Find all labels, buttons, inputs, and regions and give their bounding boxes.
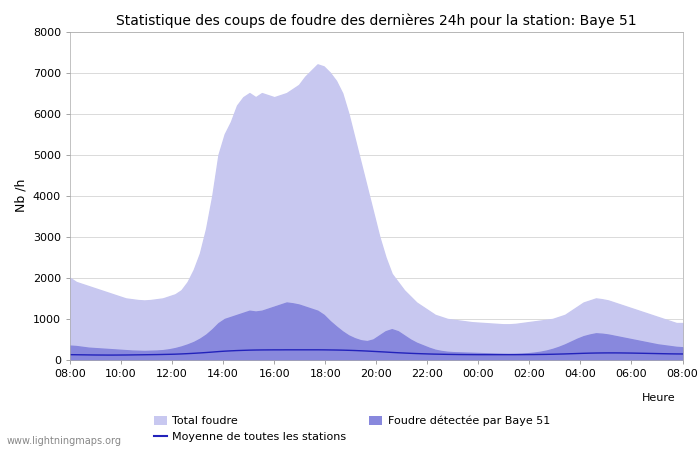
Y-axis label: Nb /h: Nb /h <box>14 179 27 212</box>
Legend: Total foudre, Moyenne de toutes les stations, Foudre détectée par Baye 51: Total foudre, Moyenne de toutes les stat… <box>149 411 554 446</box>
Text: www.lightningmaps.org: www.lightningmaps.org <box>7 436 122 446</box>
Title: Statistique des coups de foudre des dernières 24h pour la station: Baye 51: Statistique des coups de foudre des dern… <box>116 13 636 27</box>
Text: Heure: Heure <box>642 393 675 403</box>
